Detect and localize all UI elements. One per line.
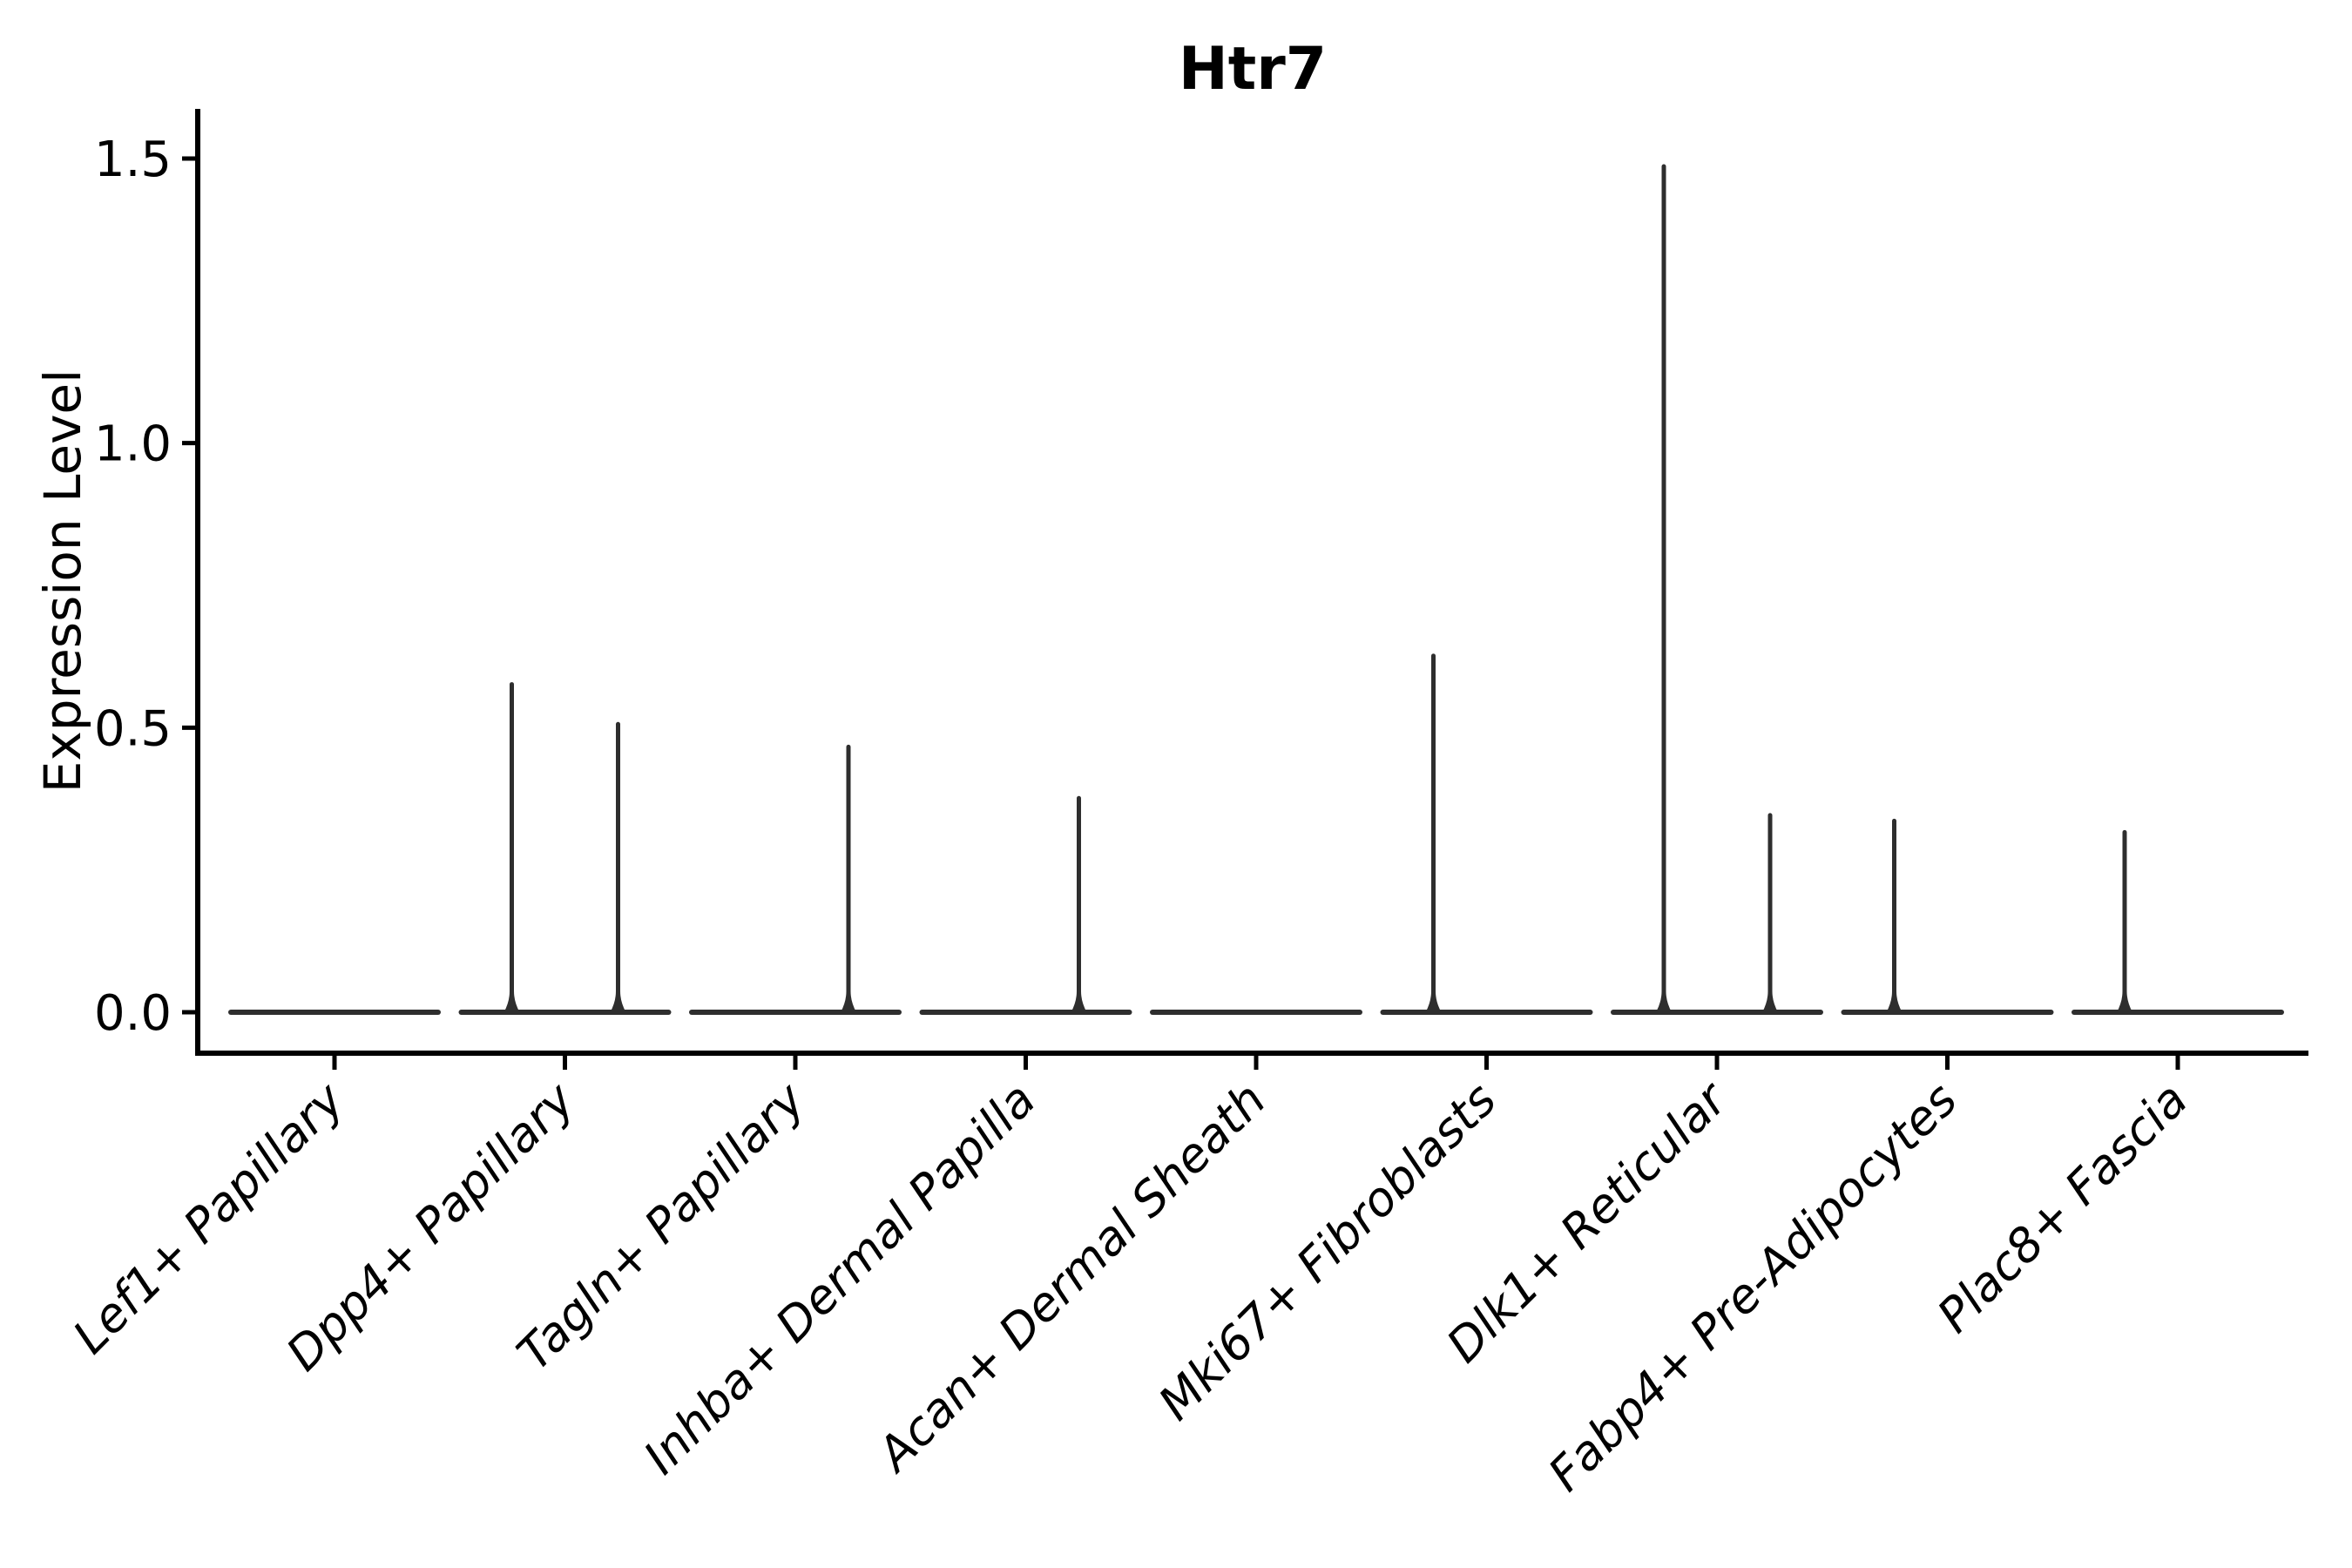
x-tick-label: Inhba+ Dermal Papilla bbox=[633, 1072, 1046, 1485]
y-tick-label: 1.5 bbox=[94, 132, 172, 188]
x-tick-label: Fabp4+ Pre-Adipocytes bbox=[1538, 1072, 1967, 1502]
y-tick-label: 0.5 bbox=[94, 700, 172, 757]
violins-layer bbox=[228, 164, 2284, 1015]
axes: 0.0 0.5 1.0 1.5 bbox=[94, 109, 2308, 1070]
y-tick-label: 1.0 bbox=[94, 416, 172, 473]
violin-7 bbox=[1611, 164, 1823, 1015]
violin-9 bbox=[2072, 829, 2284, 1015]
violin-2 bbox=[458, 682, 672, 1015]
x-tick-label: Acan+ Dermal Sheath bbox=[865, 1072, 1276, 1484]
violin-3 bbox=[689, 744, 902, 1015]
violin-4 bbox=[919, 795, 1132, 1015]
violin-6 bbox=[1380, 653, 1593, 1015]
x-tick-label: Plac8+ Fascia bbox=[1927, 1072, 2198, 1343]
y-tick-label: 0.0 bbox=[94, 985, 172, 1042]
chart-title: Htr7 bbox=[1179, 35, 1327, 104]
y-axis-label: Expression Level bbox=[33, 369, 92, 793]
violin-8 bbox=[1841, 818, 2054, 1015]
